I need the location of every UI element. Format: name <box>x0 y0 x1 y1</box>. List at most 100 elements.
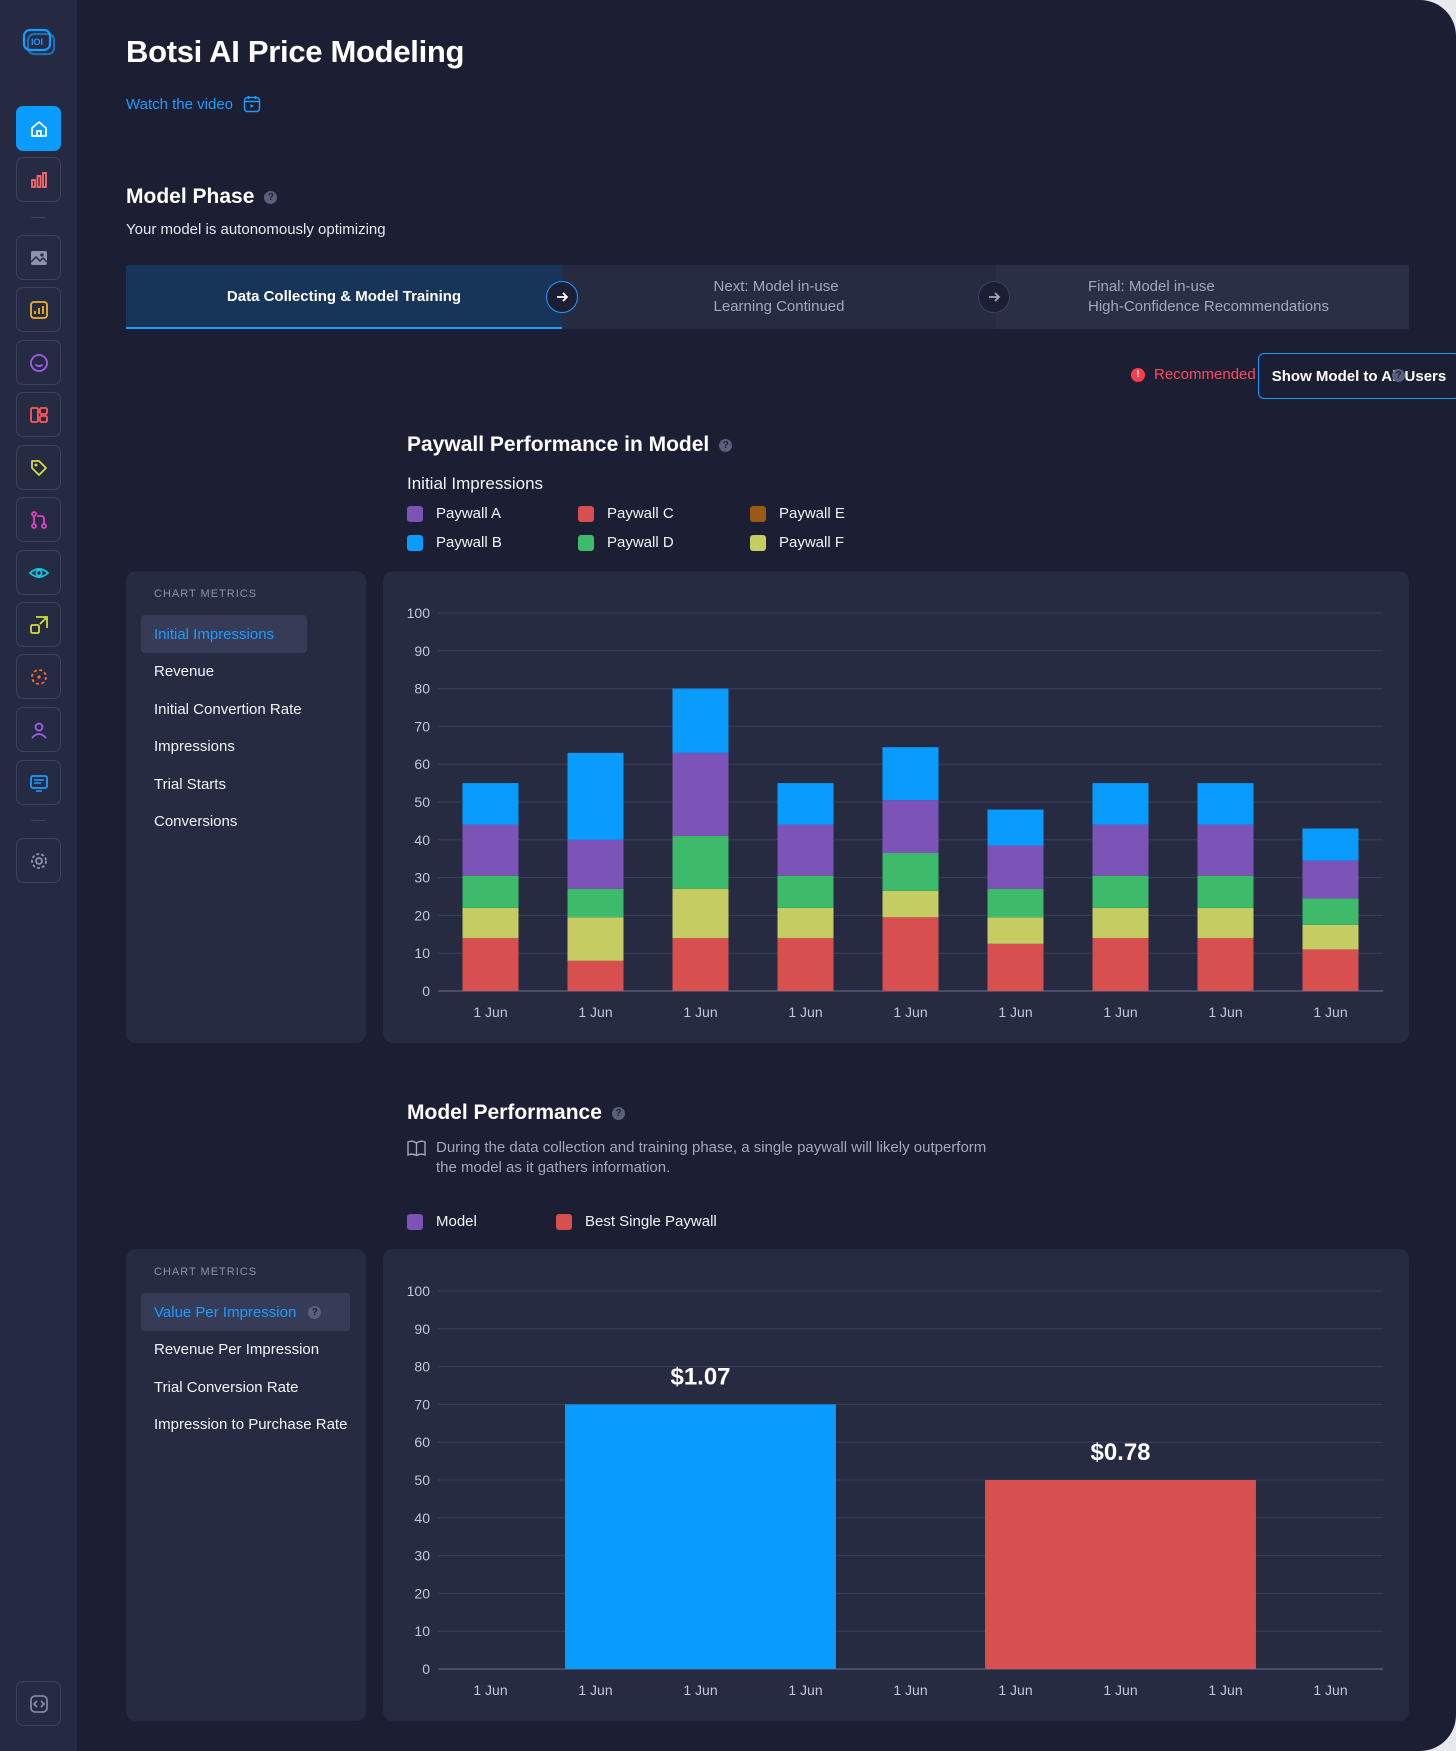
y-tick-label: 30 <box>414 1548 430 1564</box>
bar-segment <box>672 938 729 991</box>
bar-segment <box>987 809 1044 846</box>
x-tick-label: 1 Jun <box>998 1682 1032 1698</box>
focus-target-icon[interactable] <box>16 654 61 699</box>
help-icon[interactable]: ? <box>308 1305 322 1319</box>
bar-segment <box>777 938 834 991</box>
analytics-icon[interactable] <box>16 287 61 332</box>
show-model-button[interactable]: Show Model to All Users <box>1258 353 1456 399</box>
x-tick-label: 1 Jun <box>683 1682 717 1698</box>
home-icon[interactable] <box>16 106 61 151</box>
bar-segment <box>987 917 1044 944</box>
code-icon[interactable] <box>16 1681 61 1726</box>
watch-video-label: Watch the video <box>126 95 233 113</box>
y-tick-label: 70 <box>414 718 430 734</box>
metric-trial-conversion-rate[interactable]: Trial Conversion Rate <box>141 1368 299 1406</box>
bar-segment <box>1302 828 1359 861</box>
bar-segment <box>462 938 519 991</box>
legend-best-single-paywall: Best Single Paywall <box>556 1213 717 1230</box>
step-line: Learning Continued <box>713 298 845 315</box>
y-tick-label: 40 <box>414 832 430 848</box>
x-tick-label: 1 Jun <box>473 1682 507 1698</box>
bar-segment <box>1302 898 1359 925</box>
bar-segment <box>777 824 834 876</box>
bar-segment <box>882 917 939 991</box>
chart-metrics-label: CHART METRICS <box>154 1266 258 1278</box>
paywall-performance-title: Paywall Performance in Model <box>407 433 710 456</box>
legend-paywall-a: Paywall A <box>407 505 501 522</box>
legend-swatch <box>407 534 423 551</box>
x-tick-label: 1 Jun <box>1103 1004 1137 1020</box>
bar-segment <box>882 853 939 891</box>
help-icon[interactable]: ? <box>264 190 278 204</box>
bar-chart-icon[interactable] <box>16 157 61 202</box>
bar-segment <box>987 888 1044 918</box>
bar-segment <box>777 907 834 939</box>
chart-metric-heading: Initial Impressions <box>407 474 544 493</box>
y-tick-label: 80 <box>414 681 430 697</box>
bar-segment <box>672 888 729 939</box>
legend-paywall-e: Paywall E <box>750 505 845 522</box>
metric-revenue-per-impression[interactable]: Revenue Per Impression <box>141 1330 319 1368</box>
help-icon[interactable]: ? <box>1392 369 1405 382</box>
layout-compare-icon[interactable] <box>16 392 61 437</box>
bar-segment <box>1302 949 1359 991</box>
arrow-right-icon <box>546 281 578 313</box>
legend-label: Paywall E <box>779 505 845 522</box>
model-chart-metrics-panel: CHART METRICS Value Per Impression ? Rev… <box>126 1249 366 1721</box>
x-tick-label: 1 Jun <box>578 1682 612 1698</box>
help-icon[interactable]: ? <box>719 438 733 452</box>
help-icon[interactable]: ? <box>611 1106 625 1120</box>
bar-segment <box>1092 907 1149 939</box>
botsi-logo-icon[interactable]: IOI <box>22 26 56 56</box>
git-branch-icon[interactable] <box>16 497 61 542</box>
expand-icon[interactable] <box>16 602 61 647</box>
metric-conversions[interactable]: Conversions <box>141 802 237 840</box>
legend-paywall-b: Paywall B <box>407 534 502 551</box>
watch-video-link[interactable]: Watch the video <box>126 95 261 113</box>
legend-swatch <box>750 534 766 551</box>
y-tick-label: 50 <box>414 1472 430 1488</box>
y-tick-label: 50 <box>414 794 430 810</box>
x-tick-label: 1 Jun <box>1103 1682 1137 1698</box>
model-performance-chart: 0 10 20 30 40 50 60 70 80 90 100 1 Jun 1 Jun 1 Jun 1 J… <box>383 1249 1409 1721</box>
y-tick-label: 0 <box>422 983 430 999</box>
metric-label: Impressions <box>154 737 235 755</box>
smile-icon[interactable] <box>16 340 61 385</box>
bar-segment <box>672 836 729 889</box>
step-line: Next: Model in-use <box>713 278 839 295</box>
bar-segment <box>672 688 729 753</box>
step-next-model[interactable]: Next: Model in-use Learning Continued <box>564 265 994 329</box>
metric-revenue[interactable]: Revenue <box>141 652 214 690</box>
y-tick-label: 10 <box>414 1623 430 1639</box>
sidebar-divider <box>31 820 46 821</box>
image-icon[interactable] <box>16 235 61 280</box>
step-data-collecting[interactable]: Data Collecting & Model Training <box>126 265 562 329</box>
metric-value-per-impression[interactable]: Value Per Impression ? <box>141 1293 350 1331</box>
gear-icon[interactable] <box>16 838 61 883</box>
model-phase-subtitle: Your model is autonomously optimizing <box>126 221 386 238</box>
metric-initial-impressions[interactable]: Initial Impressions <box>141 615 307 653</box>
metric-initial-conversion-rate[interactable]: Initial Convertion Rate <box>141 690 302 728</box>
x-tick-label: 1 Jun <box>788 1004 822 1020</box>
metric-label: Trial Conversion Rate <box>154 1378 299 1396</box>
monitor-icon[interactable] <box>16 760 61 805</box>
metric-trial-starts[interactable]: Trial Starts <box>141 765 226 803</box>
x-tick-label: 1 Jun <box>998 1004 1032 1020</box>
svg-text:IOI: IOI <box>31 37 43 47</box>
step-final-model[interactable]: Final: Model in-use High-Confidence Reco… <box>996 265 1409 329</box>
user-icon[interactable] <box>16 707 61 752</box>
bar-segment <box>1092 783 1149 825</box>
price-tag-icon[interactable] <box>16 445 61 490</box>
legend-swatch <box>407 1213 423 1230</box>
eye-icon[interactable] <box>16 550 61 595</box>
metric-impressions[interactable]: Impressions <box>141 727 235 765</box>
x-tick-label: 1 Jun <box>473 1004 507 1020</box>
legend-paywall-f: Paywall F <box>750 534 844 551</box>
metric-label: Value Per Impression <box>154 1303 297 1321</box>
legend-label: Paywall D <box>607 534 674 551</box>
book-icon <box>407 1140 426 1157</box>
metric-impression-to-purchase-rate[interactable]: Impression to Purchase Rate <box>141 1405 347 1443</box>
x-tick-label: 1 Jun <box>1313 1004 1347 1020</box>
bar-segment <box>1092 824 1149 876</box>
paywall-performance-heading: Paywall Performance in Model ? <box>407 433 733 457</box>
